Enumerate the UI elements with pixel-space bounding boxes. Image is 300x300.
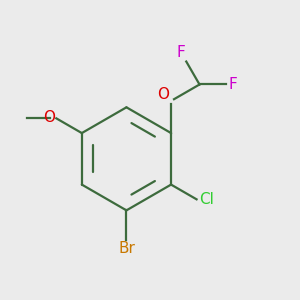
Text: Br: Br (118, 241, 135, 256)
Text: O: O (43, 110, 55, 125)
Text: F: F (229, 77, 238, 92)
Text: O: O (158, 87, 169, 102)
Text: F: F (176, 45, 185, 60)
Text: Cl: Cl (200, 192, 214, 207)
